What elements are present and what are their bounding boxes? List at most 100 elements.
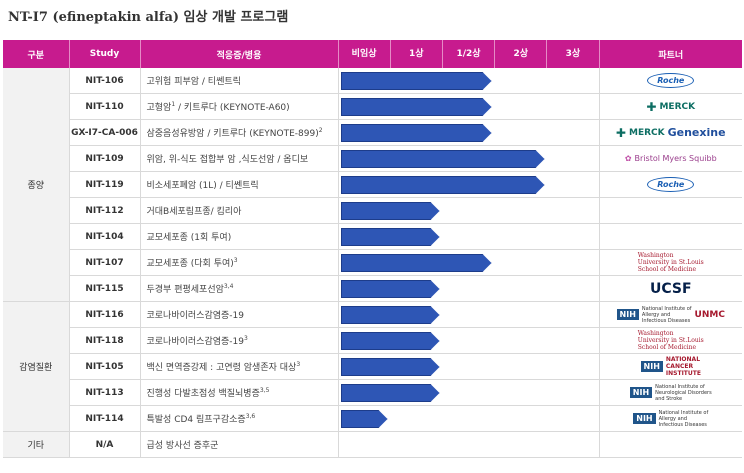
partner-cell: NIH NATIONAL CANCER INSTITUTE [599, 353, 742, 380]
category-oncology: 종양 [3, 68, 70, 302]
nih-niaid-logo: NIH National Institute of Allergy and Infec… [633, 410, 708, 428]
progress-arrow [341, 98, 492, 116]
progress-arrow [341, 72, 492, 90]
study-id: NIT-113 [69, 379, 141, 406]
progress-cell [338, 223, 600, 250]
partner-cell: ✿ Bristol Myers Squibb [599, 145, 742, 172]
progress-cell [338, 249, 600, 276]
progress-cell [338, 145, 600, 172]
partner-cell: ✚ MERCK [599, 93, 742, 120]
progress-arrow [341, 306, 440, 324]
study-id: NIT-115 [69, 275, 141, 302]
progress-cell [338, 275, 600, 302]
partner-cell: NIH National Institute of Neurological Dis… [599, 379, 742, 406]
table-row: NIT-104 교모세포종 (1회 투여) [3, 223, 742, 250]
study-id: NIT-104 [69, 223, 141, 250]
roche-logo: Roche [647, 177, 695, 192]
merck-logo: ✚ MERCK [646, 99, 696, 114]
header-stage-preclinical: 비임상 [339, 40, 391, 68]
progress-arrow [341, 254, 492, 272]
progress-arrow [341, 150, 545, 168]
header-stage-phase3: 3상 [565, 49, 581, 59]
partner-cell: NIH National Institute of Allergy and Infec… [599, 301, 742, 328]
header-indication: 적응증/병용 [140, 40, 339, 68]
progress-cell [338, 93, 600, 120]
header-study: Study [69, 40, 141, 68]
table-row: NIT-112 거대B세포림프종/ 킴리아 [3, 197, 742, 224]
partner-cell: ✚ MERCK Genexine [599, 119, 742, 146]
progress-cell [338, 301, 600, 328]
merck-genexine-logo: ✚ MERCK Genexine [615, 125, 726, 140]
header-stage-phase1-2: 1/2상 [443, 40, 496, 68]
progress-arrow [341, 124, 492, 142]
table-row: NIT-114 특발성 CD4 림프구감소증3,6 NIH National Inst… [3, 405, 742, 432]
progress-cell [338, 379, 600, 406]
study-id: NIT-116 [69, 301, 141, 328]
indication: 백신 면역증강제 : 고연령 암생존자 대상3 [140, 353, 339, 380]
nih-ninds-logo: NIH National Institute of Neurological Dis… [629, 384, 712, 402]
progress-arrow [341, 228, 440, 246]
nih-nci-logo: NIH NATIONAL CANCER INSTITUTE [640, 356, 701, 377]
progress-cell [338, 68, 600, 94]
study-id: NIT-106 [69, 68, 141, 94]
progress-cell [338, 353, 600, 380]
partner-cell [599, 223, 742, 250]
progress-cell [338, 119, 600, 146]
study-id: NIT-110 [69, 93, 141, 120]
partner-cell [599, 197, 742, 224]
table-row: NIT-113 진행성 다발초점성 백질뇌병증3,5 NIH National Ins… [3, 379, 742, 406]
table-row: NIT-118 코로나바이러스감염증-193 Washington Universit… [3, 327, 742, 354]
progress-arrow [341, 280, 440, 298]
table-row: 감염질환 NIT-116 코로나바이러스감염증-19 NIH National Inst… [3, 301, 742, 432]
study-id: NIT-119 [69, 171, 141, 198]
table-row: NIT-110 고형암1 / 키트루다 (KEYNOTE-A60) ✚ MERCK [3, 93, 742, 120]
indication: 진행성 다발초점성 백질뇌병증3,5 [140, 379, 339, 406]
progress-cell [338, 327, 600, 354]
table-row: GX-I7-CA-006 삼중음성유방암 / 키트루다 (KEYNOTE-899)… [3, 119, 742, 146]
indication: 두경부 편평세포선암3,4 [140, 275, 339, 302]
partner-cell: Washington University in St.Louis School o… [599, 249, 742, 276]
partner-cell: UCSF [599, 275, 742, 302]
roche-logo: Roche [647, 73, 695, 88]
progress-arrow [341, 384, 440, 402]
progress-cell [338, 197, 600, 224]
table-row: 종양 NIT-106 고위험 피부암 / 티쎈트릭 Roche [3, 68, 742, 302]
indication: 거대B세포림프종/ 킴리아 [140, 197, 339, 224]
progress-cell [338, 405, 600, 432]
category-infectious: 감염질환 [3, 301, 70, 432]
partner-cell: Roche [599, 171, 742, 198]
study-id: NIT-112 [69, 197, 141, 224]
table-row: NIT-109 위암, 위-식도 접합부 암 ,식도선암 / 옵디보 ✿ Bristo… [3, 145, 742, 172]
indication: 비소세포폐암 (1L) / 티쎈트릭 [140, 171, 339, 198]
study-id: NIT-109 [69, 145, 141, 172]
page-title: NT-I7 (efineptakin alfa) 임상 개발 프로그램 [8, 10, 289, 25]
study-id: NIT-105 [69, 353, 141, 380]
bms-logo: ✿ Bristol Myers Squibb [624, 153, 717, 163]
indication: 고위험 피부암 / 티쎈트릭 [140, 68, 339, 94]
progress-arrow [341, 202, 440, 220]
table-row: NIT-107 교모세포종 (다회 투여)3 Washington Universit… [3, 249, 742, 276]
indication: 특발성 CD4 림프구감소증3,6 [140, 405, 339, 432]
header-partner: 파트너 [599, 40, 742, 68]
indication: 위암, 위-식도 접합부 암 ,식도선암 / 옵디보 [140, 145, 339, 172]
progress-arrow [341, 176, 545, 194]
progress-arrow [341, 410, 388, 428]
indication: 코로나바이러스감염증-193 [140, 327, 339, 354]
study-id: N/A [69, 431, 141, 458]
indication: 급성 방사선 증후군 [140, 431, 339, 458]
indication: 교모세포종 (다회 투여)3 [140, 249, 339, 276]
category-other: 기타 [3, 431, 70, 458]
table-row: NIT-115 두경부 편평세포선암3,4 UCSF [3, 275, 742, 302]
indication: 고형암1 / 키트루다 (KEYNOTE-A60) [140, 93, 339, 120]
partner-cell: Washington University in St.Louis School o… [599, 327, 742, 354]
indication: 교모세포종 (1회 투여) [140, 223, 339, 250]
study-id: NIT-118 [69, 327, 141, 354]
progress-cell [338, 171, 600, 198]
washu-logo: Washington University in St.Louis School o… [637, 252, 704, 273]
partner-cell [599, 431, 742, 458]
study-id: NIT-114 [69, 405, 141, 432]
indication: 삼중음성유방암 / 키트루다 (KEYNOTE-899)2 [140, 119, 339, 146]
ucsf-logo: UCSF [649, 280, 692, 297]
washu-logo: Washington University in St.Louis School o… [637, 330, 704, 351]
header-row: 구분 Study 적응증/병용 비임상 1상 1/2상 2상 3상 파트너 [3, 40, 742, 68]
